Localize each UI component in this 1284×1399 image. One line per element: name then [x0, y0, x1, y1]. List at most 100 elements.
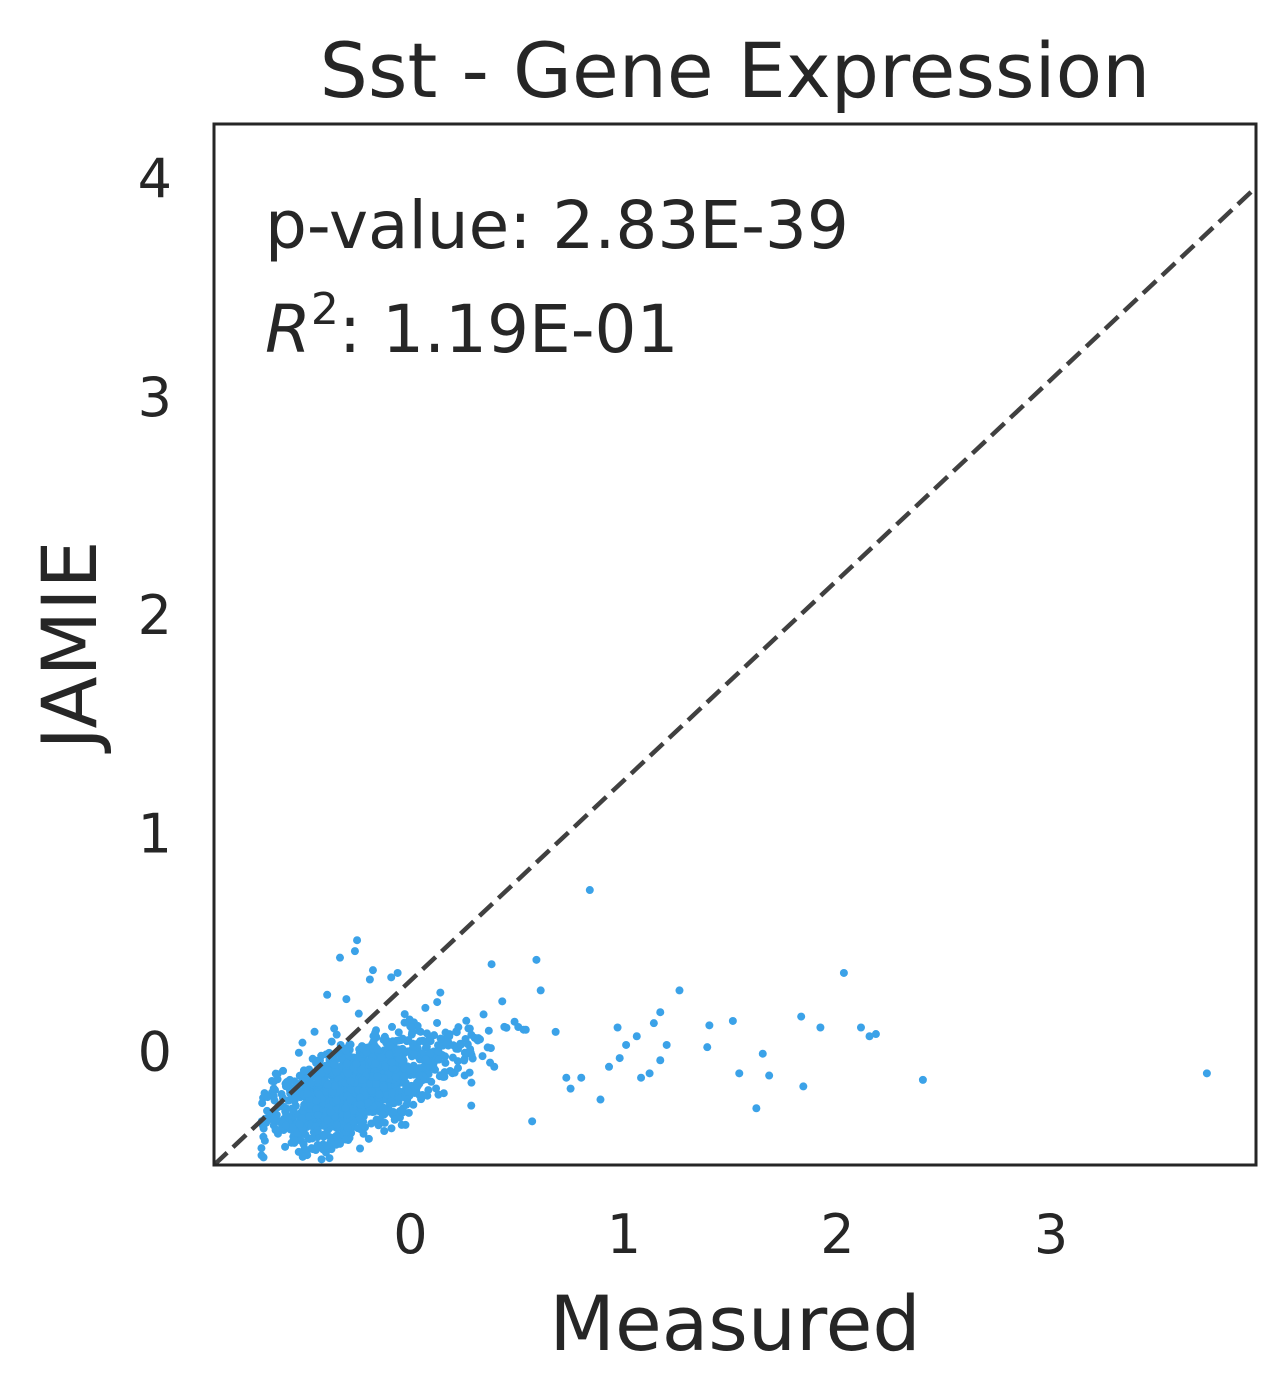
data-point: [299, 1066, 308, 1075]
data-point: [758, 1049, 767, 1058]
data-point: [345, 1040, 354, 1049]
data-point: [327, 1037, 336, 1046]
data-point: [453, 1064, 462, 1073]
data-point: [335, 1086, 344, 1095]
data-point: [380, 1118, 389, 1127]
data-point: [418, 1090, 427, 1099]
chart-title: Sst - Gene Expression: [320, 26, 1151, 115]
data-point: [405, 1015, 414, 1024]
data-point: [390, 1115, 399, 1124]
data-point: [325, 1154, 334, 1163]
data-point: [465, 1068, 474, 1077]
x-tick-label: 3: [1034, 1203, 1068, 1266]
data-point: [375, 1090, 384, 1099]
data-point: [306, 1079, 315, 1088]
data-point: [356, 1100, 365, 1109]
data-point: [299, 1103, 308, 1112]
data-point: [434, 1047, 443, 1056]
data-point: [259, 1124, 268, 1133]
data-point: [566, 1084, 575, 1093]
data-point: [356, 1093, 365, 1102]
data-point: [394, 1028, 403, 1037]
data-point: [371, 1080, 380, 1089]
data-point: [257, 1144, 266, 1153]
data-point: [332, 1131, 341, 1140]
data-point: [343, 1059, 352, 1068]
data-point: [377, 1053, 386, 1062]
data-point: [288, 1104, 297, 1113]
data-point: [260, 1136, 269, 1145]
data-point: [462, 1016, 471, 1025]
data-point: [294, 1048, 303, 1057]
data-point: [371, 1028, 380, 1037]
data-point: [413, 1021, 422, 1030]
data-point: [348, 1106, 357, 1115]
data-point: [407, 1023, 416, 1032]
data-point: [490, 1062, 499, 1071]
y-tick-label: 2: [138, 584, 172, 647]
data-point: [353, 936, 362, 945]
data-point: [343, 1069, 352, 1078]
r2-annotation: R2: 1.19E-01: [265, 284, 679, 368]
data-point: [484, 1026, 493, 1035]
data-point: [728, 1016, 737, 1025]
data-point: [281, 1142, 290, 1151]
data-point: [281, 1121, 290, 1130]
data-point: [353, 1053, 362, 1062]
x-axis-label: Measured: [549, 1279, 920, 1368]
data-point: [393, 968, 402, 977]
data-point: [269, 1115, 278, 1124]
data-point: [427, 1077, 436, 1086]
data-point: [615, 1054, 624, 1063]
r2-exponent: 2: [311, 284, 339, 335]
data-point: [465, 1024, 474, 1033]
data-point: [551, 1027, 560, 1036]
plot-frame: [212, 122, 1258, 1167]
data-point: [284, 1096, 293, 1105]
data-point: [391, 1072, 400, 1081]
data-point: [326, 1108, 335, 1117]
data-point: [369, 1107, 378, 1116]
data-point: [865, 1032, 874, 1041]
data-point: [313, 1126, 322, 1135]
data-point: [294, 1147, 303, 1156]
data-point: [918, 1075, 927, 1084]
data-point: [279, 1066, 288, 1075]
data-point: [414, 1071, 423, 1080]
data-point: [562, 1073, 571, 1082]
data-point: [332, 1030, 341, 1039]
data-point: [649, 1019, 658, 1028]
y-tick-label: 3: [138, 366, 172, 429]
data-point: [388, 1022, 397, 1031]
data-point: [632, 1032, 641, 1041]
data-point: [346, 1085, 355, 1094]
data-point: [269, 1084, 278, 1093]
data-point: [426, 1050, 435, 1059]
data-point: [352, 1059, 361, 1068]
data-point: [290, 1136, 299, 1145]
data-point: [454, 1023, 463, 1032]
data-point: [473, 1036, 482, 1045]
data-point: [441, 1058, 450, 1067]
data-point: [380, 1032, 389, 1041]
data-point: [479, 1010, 488, 1019]
data-point: [341, 1104, 350, 1113]
data-point: [675, 986, 684, 995]
data-point: [373, 1045, 382, 1054]
data-point: [330, 1024, 339, 1033]
reference-line-group: [214, 185, 1256, 1165]
data-point: [434, 1055, 443, 1064]
data-point: [456, 1039, 465, 1048]
data-points: [257, 886, 1211, 1164]
data-point: [422, 1029, 431, 1038]
data-point: [272, 1125, 281, 1134]
data-point: [358, 1075, 367, 1084]
data-point: [313, 1075, 322, 1084]
data-point: [387, 973, 396, 982]
data-point: [330, 1060, 339, 1069]
data-point: [413, 1081, 422, 1090]
data-point: [622, 1040, 631, 1049]
data-point: [319, 1130, 328, 1139]
data-point: [448, 1053, 457, 1062]
